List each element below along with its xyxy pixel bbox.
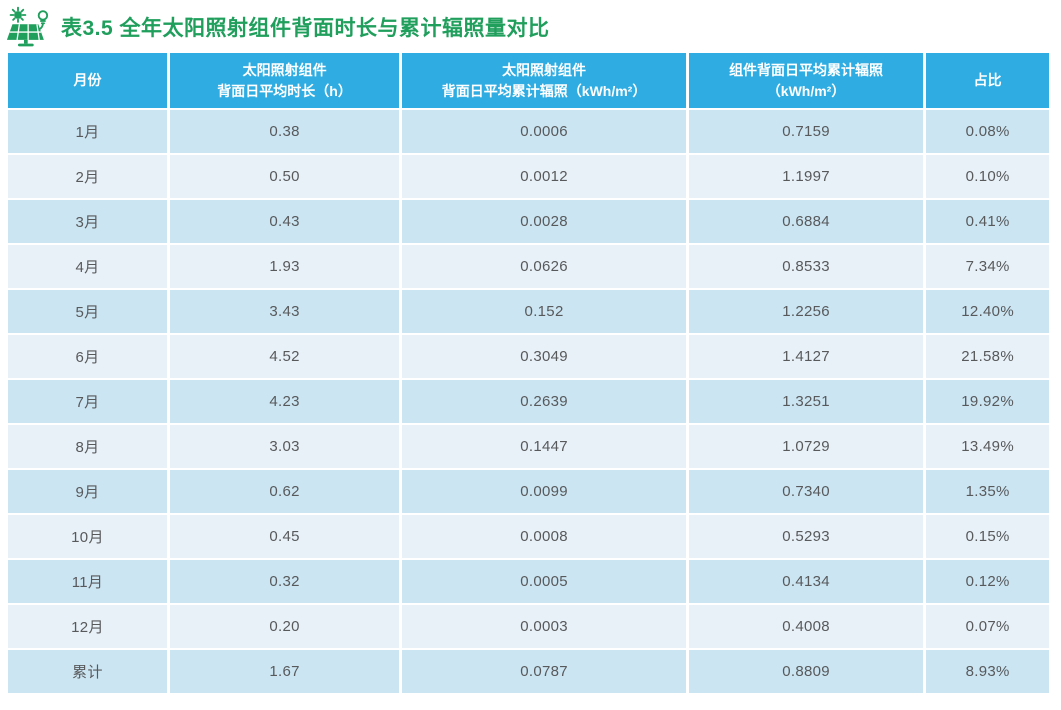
cell-month: 2月 — [8, 155, 167, 198]
cell-value: 0.15% — [926, 515, 1049, 558]
cell-value: 0.8533 — [688, 245, 924, 288]
table-row: 11月 0.32 0.0005 0.4134 0.12% — [8, 560, 1049, 603]
table-row: 12月 0.20 0.0003 0.4008 0.07% — [8, 605, 1049, 648]
cell-value: 0.0005 — [402, 560, 686, 603]
cell-value: 0.0626 — [402, 245, 686, 288]
cell-month: 7月 — [8, 380, 167, 423]
cell-value: 0.8809 — [688, 650, 924, 693]
cell-value: 12.40% — [926, 290, 1049, 333]
cell-value: 1.0729 — [688, 425, 924, 468]
cell-value: 4.23 — [169, 380, 400, 423]
col-header-line: 太阳照射组件 — [502, 61, 587, 78]
cell-value: 3.43 — [169, 290, 400, 333]
table-row: 3月 0.43 0.0028 0.6884 0.41% — [8, 200, 1049, 243]
cell-month: 8月 — [8, 425, 167, 468]
col-header-back-daily-avg-cumulative-irradiation: 太阳照射组件背面日平均累计辐照（kWh/m²） — [402, 53, 686, 108]
cell-value: 0.3049 — [402, 335, 686, 378]
col-header-line: 占比 — [973, 72, 1002, 88]
cell-value: 1.3251 — [688, 380, 924, 423]
cell-value: 0.12% — [926, 560, 1049, 603]
table-body: 1月 0.38 0.0006 0.7159 0.08% 2月 0.50 0.0012 1.199… — [8, 110, 1049, 693]
cell-value: 0.41% — [926, 200, 1049, 243]
cell-value: 0.1447 — [402, 425, 686, 468]
cell-value: 0.08% — [926, 110, 1049, 153]
cell-value: 0.50 — [169, 155, 400, 198]
cell-month: 10月 — [8, 515, 167, 558]
cell-month: 11月 — [8, 560, 167, 603]
cell-value: 8.93% — [926, 650, 1049, 693]
cell-month: 12月 — [8, 605, 167, 648]
cell-value: 19.92% — [926, 380, 1049, 423]
cell-value: 0.4134 — [688, 560, 924, 603]
table-row: 9月 0.62 0.0099 0.7340 1.35% — [8, 470, 1049, 513]
header-row: 月份 太阳照射组件 背面日平均时长（h） 太阳照射组件 背面日平均累计辐照（kWh/m²… — [8, 53, 1049, 108]
cell-value: 0.0012 — [402, 155, 686, 198]
cell-month: 5月 — [8, 290, 167, 333]
cell-month: 累计 — [8, 650, 167, 693]
cell-value: 0.32 — [169, 560, 400, 603]
col-header-line: （kWh/m²） — [766, 82, 846, 99]
table-row: 2月 0.50 0.0012 1.1997 0.10% — [8, 155, 1049, 198]
cell-value: 0.7340 — [688, 470, 924, 513]
title-bar: 表3.5 全年太阳照射组件背面时长与累计辐照量对比 — [0, 6, 1061, 51]
col-header-line: 背面日平均时长（h） — [217, 82, 352, 99]
cell-month: 6月 — [8, 335, 167, 378]
col-header-back-daily-avg-hours: 太阳照射组件背面日平均时长（h） — [169, 53, 400, 108]
col-header-line: 背面日平均累计辐照（kWh/m²） — [441, 82, 647, 99]
col-header-month: 月份 — [8, 53, 167, 108]
cell-value: 0.43 — [169, 200, 400, 243]
cell-value: 1.1997 — [688, 155, 924, 198]
cell-value: 0.0003 — [402, 605, 686, 648]
cell-value: 0.20 — [169, 605, 400, 648]
cell-value: 3.03 — [169, 425, 400, 468]
cell-value: 4.52 — [169, 335, 400, 378]
table-row: 5月 3.43 0.152 1.2256 12.40% — [8, 290, 1049, 333]
cell-value: 0.152 — [402, 290, 686, 333]
solar-panel-sun-bulb-icon — [6, 6, 54, 48]
table-row: 4月 1.93 0.0626 0.8533 7.34% — [8, 245, 1049, 288]
cell-month: 9月 — [8, 470, 167, 513]
col-header-module-back-daily-avg-cumulative-irradiation: 组件背面日平均累计辐照 （kWh/m²） — [688, 53, 924, 108]
cell-value: 1.2256 — [688, 290, 924, 333]
cell-value: 0.0008 — [402, 515, 686, 558]
col-header-line: 组件背面日平均累计辐照 — [729, 61, 884, 78]
cell-value: 1.35% — [926, 470, 1049, 513]
col-header-ratio: 占比 — [926, 53, 1049, 108]
table-row: 累计 1.67 0.0787 0.8809 8.93% — [8, 650, 1049, 693]
cell-value: 0.4008 — [688, 605, 924, 648]
cell-value: 21.58% — [926, 335, 1049, 378]
cell-value: 1.4127 — [688, 335, 924, 378]
table-row: 6月 4.52 0.3049 1.4127 21.58% — [8, 335, 1049, 378]
cell-value: 0.07% — [926, 605, 1049, 648]
cell-value: 0.0787 — [402, 650, 686, 693]
cell-month: 3月 — [8, 200, 167, 243]
cell-value: 0.0006 — [402, 110, 686, 153]
cell-value: 1.67 — [169, 650, 400, 693]
cell-value: 0.38 — [169, 110, 400, 153]
cell-value: 0.7159 — [688, 110, 924, 153]
cell-value: 13.49% — [926, 425, 1049, 468]
table-row: 7月 4.23 0.2639 1.3251 19.92% — [8, 380, 1049, 423]
cell-value: 1.93 — [169, 245, 400, 288]
table-title: 表3.5 全年太阳照射组件背面时长与累计辐照量对比 — [61, 16, 550, 40]
table-row: 1月 0.38 0.0006 0.7159 0.08% — [8, 110, 1049, 153]
cell-value: 0.45 — [169, 515, 400, 558]
table-row: 10月 0.45 0.0008 0.5293 0.15% — [8, 515, 1049, 558]
cell-value: 0.0028 — [402, 200, 686, 243]
cell-month: 4月 — [8, 245, 167, 288]
cell-value: 7.34% — [926, 245, 1049, 288]
cell-value: 0.10% — [926, 155, 1049, 198]
cell-value: 0.62 — [169, 470, 400, 513]
cell-value: 0.0099 — [402, 470, 686, 513]
cell-value: 0.5293 — [688, 515, 924, 558]
col-header-line: 月份 — [73, 72, 102, 88]
table-row: 8月 3.03 0.1447 1.0729 13.49% — [8, 425, 1049, 468]
col-header-line: 太阳照射组件 — [242, 61, 327, 78]
cell-value: 0.6884 — [688, 200, 924, 243]
irradiation-comparison-table: 月份 太阳照射组件 背面日平均时长（h） 太阳照射组件 背面日平均累计辐照（kWh/m²… — [5, 51, 1052, 695]
cell-month: 1月 — [8, 110, 167, 153]
cell-value: 0.2639 — [402, 380, 686, 423]
